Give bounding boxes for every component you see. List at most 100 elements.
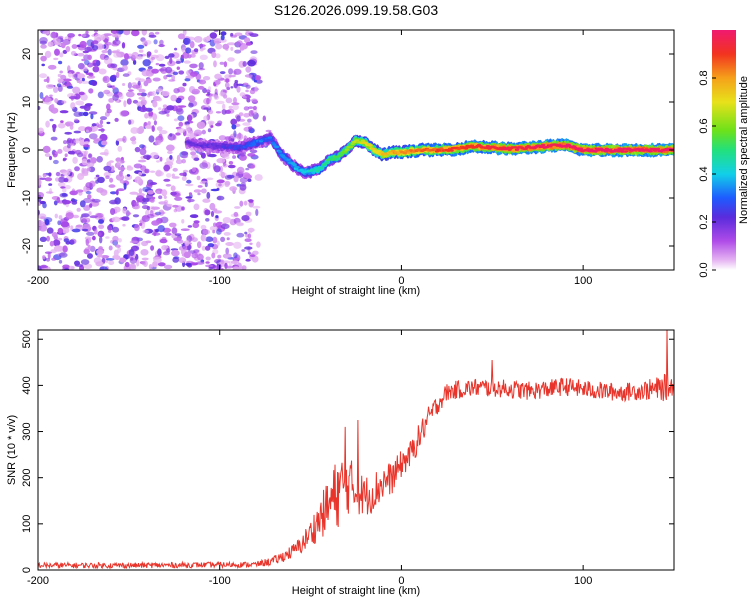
noise-speck	[183, 37, 191, 45]
noise-speck	[61, 100, 67, 104]
noise-speck	[65, 212, 74, 220]
noise-speck	[203, 115, 209, 122]
noise-speck	[74, 263, 84, 267]
noise-speck	[127, 82, 132, 89]
noise-speck	[207, 128, 212, 133]
noise-speck	[222, 103, 226, 110]
noise-speck	[221, 109, 227, 115]
noise-speck	[226, 237, 230, 241]
noise-speck	[189, 214, 199, 219]
noise-speck	[198, 85, 205, 90]
noise-speck	[106, 103, 111, 111]
noise-speck	[126, 98, 132, 105]
noise-speck	[123, 100, 127, 108]
noise-speck	[110, 63, 118, 69]
noise-speck	[122, 207, 127, 214]
noise-speck	[230, 32, 234, 37]
noise-speck	[103, 57, 113, 65]
noise-speck	[38, 213, 47, 220]
noise-speck	[158, 195, 163, 200]
noise-speck	[40, 44, 47, 49]
noise-speck	[89, 215, 98, 219]
noise-speck	[98, 246, 103, 250]
noise-speck	[209, 32, 217, 39]
noise-speck	[62, 198, 68, 206]
noise-speck	[137, 80, 141, 86]
noise-speck	[110, 208, 116, 215]
noise-speck	[148, 264, 153, 270]
noise-speck	[83, 263, 93, 270]
noise-speck	[60, 120, 64, 124]
noise-speck	[96, 156, 103, 163]
noise-speck	[201, 188, 207, 194]
noise-speck	[80, 259, 90, 265]
noise-speck	[112, 255, 119, 259]
noise-speck	[92, 126, 98, 132]
noise-speck	[155, 190, 161, 194]
noise-speck	[189, 41, 195, 49]
noise-speck	[219, 61, 225, 65]
ridge-core	[523, 147, 528, 151]
noise-speck	[245, 211, 252, 217]
noise-speck	[251, 255, 259, 263]
noise-speck	[118, 238, 122, 243]
noise-speck	[57, 227, 64, 234]
noise-speck	[116, 188, 125, 192]
noise-speck	[178, 70, 185, 75]
noise-speck	[132, 59, 137, 65]
noise-speck	[126, 254, 131, 259]
noise-speck	[103, 165, 112, 172]
ridge-core	[277, 150, 283, 153]
y-tick-label: 200	[21, 469, 33, 487]
noise-speck	[72, 86, 81, 94]
noise-speck	[232, 104, 239, 111]
noise-speck	[74, 118, 79, 122]
noise-speck	[99, 236, 103, 244]
noise-speck	[170, 94, 177, 102]
noise-speck	[185, 123, 190, 131]
noise-speck	[57, 237, 63, 241]
noise-speck	[193, 157, 200, 161]
noise-speck	[244, 231, 248, 235]
noise-speck	[236, 166, 245, 174]
noise-speck	[193, 203, 200, 211]
noise-speck	[127, 89, 134, 92]
noise-speck	[138, 126, 145, 133]
noise-speck	[185, 183, 194, 187]
noise-speck	[185, 47, 192, 54]
noise-speck	[41, 63, 45, 67]
noise-speck	[39, 177, 47, 180]
noise-speck	[90, 157, 97, 164]
ridge-core	[376, 149, 382, 153]
noise-speck	[93, 228, 98, 235]
noise-speck	[180, 228, 190, 231]
noise-speck	[213, 30, 219, 33]
noise-speck	[181, 151, 189, 156]
noise-speck	[167, 150, 173, 154]
ridge-core	[274, 145, 280, 149]
noise-speck	[45, 84, 55, 89]
noise-speck	[86, 167, 91, 172]
noise-speck	[236, 133, 244, 141]
noise-speck	[69, 124, 74, 130]
noise-speck	[103, 172, 111, 177]
noise-speck	[60, 74, 67, 80]
noise-speck	[102, 75, 110, 84]
noise-speck	[135, 77, 142, 81]
noise-speck	[129, 191, 139, 195]
noise-speck	[224, 174, 233, 180]
noise-speck	[126, 166, 134, 171]
noise-speck	[205, 236, 214, 242]
ridge-core	[197, 142, 203, 145]
noise-speck	[164, 55, 170, 60]
noise-speck	[219, 38, 227, 43]
noise-speck	[166, 74, 173, 78]
noise-speck	[124, 53, 129, 61]
noise-speck	[196, 121, 206, 129]
noise-speck	[193, 189, 202, 193]
noise-speck	[62, 158, 66, 162]
noise-speck	[249, 89, 256, 95]
noise-speck	[247, 233, 252, 239]
noise-speck	[230, 260, 240, 265]
noise-speck	[240, 182, 246, 187]
